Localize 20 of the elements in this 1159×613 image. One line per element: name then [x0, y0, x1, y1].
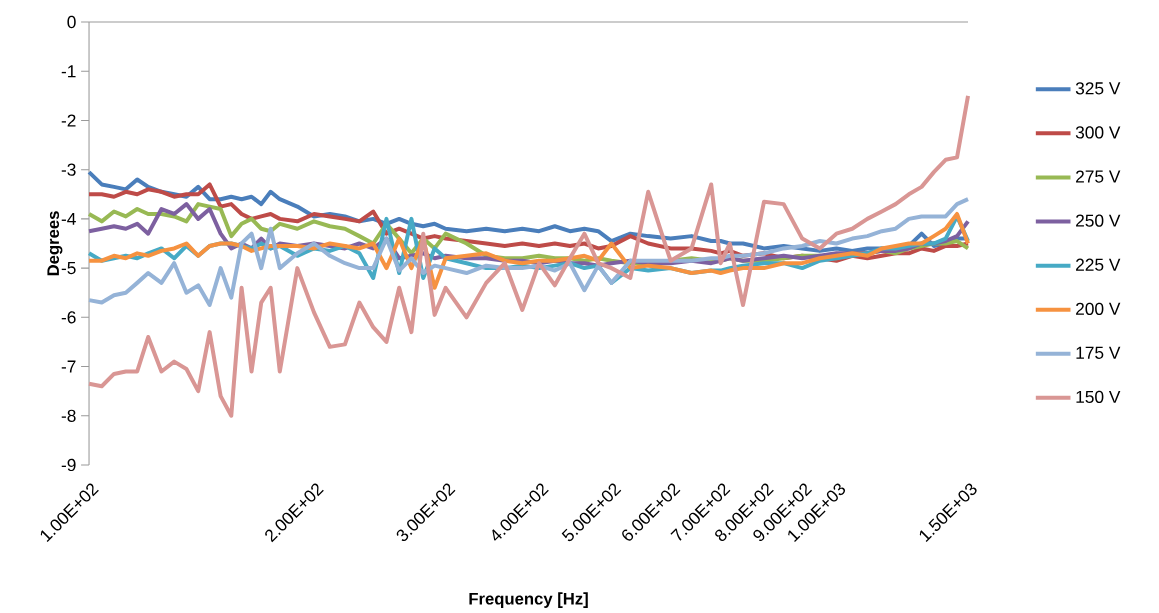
- y-tick-label: -3: [61, 163, 76, 176]
- y-tick-label: -8: [61, 409, 76, 422]
- legend-label: 300 V: [1075, 126, 1121, 139]
- y-tick-label: -4: [61, 212, 76, 225]
- y-tick-label: -2: [61, 114, 76, 127]
- legend-label: 200 V: [1076, 302, 1121, 315]
- legend-label: 150 V: [1076, 390, 1121, 403]
- legend-label: 275 V: [1076, 170, 1121, 183]
- x-axis-title: Frequency [Hz]: [469, 592, 588, 608]
- legend-label: 250 V: [1076, 214, 1121, 227]
- y-axis-title: Degrees: [47, 211, 63, 276]
- y-tick-label: -9: [61, 458, 76, 472]
- y-tick-label: -6: [61, 311, 76, 324]
- legend-label: 175 V: [1076, 346, 1121, 359]
- legend-label: 325 V: [1075, 82, 1121, 95]
- legend-label: 225 V: [1076, 258, 1121, 271]
- y-tick-label: -7: [61, 360, 76, 373]
- y-tick-label: -5: [61, 262, 76, 275]
- y-tick-label: -1: [61, 65, 76, 78]
- y-tick-label: 0: [67, 15, 76, 29]
